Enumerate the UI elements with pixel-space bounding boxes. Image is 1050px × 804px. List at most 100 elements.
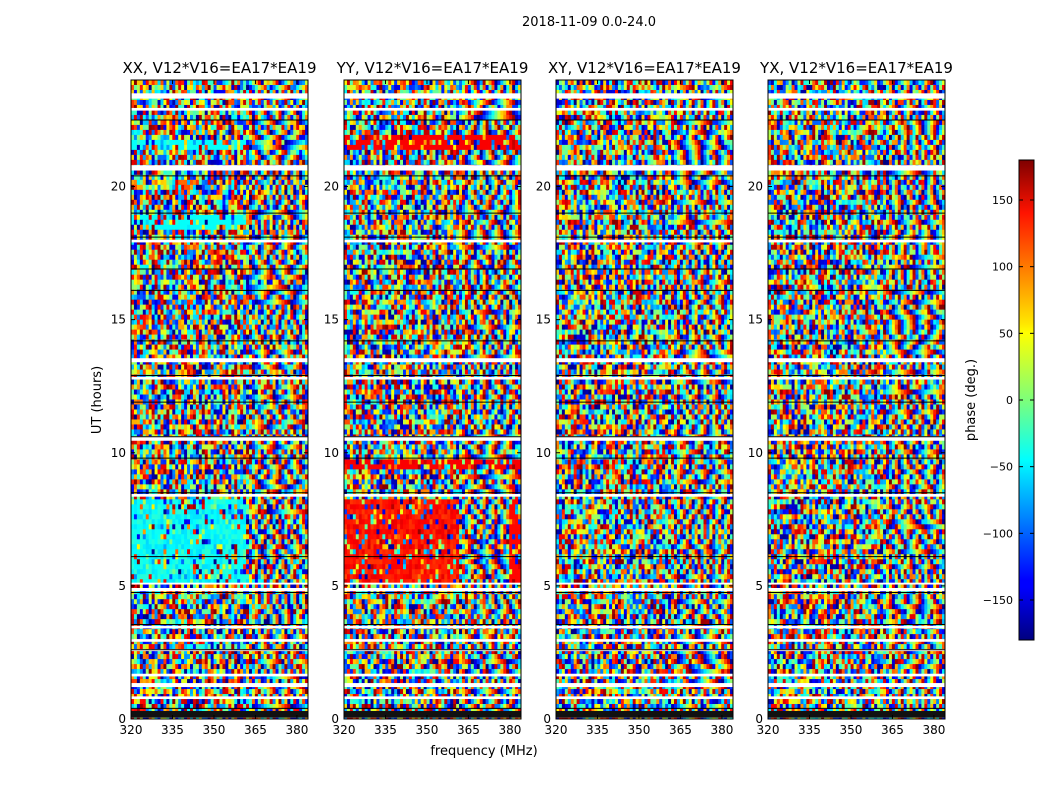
flagged-band [556,494,733,497]
y-tick-label: 10 [111,446,126,460]
y-tick-label: 5 [755,579,763,593]
flagged-band [131,583,308,585]
x-tick-label: 380 [285,723,308,737]
y-tick-label: 15 [324,313,339,327]
y-tick-label: 10 [324,446,339,460]
colorbar-tick-label: 150 [992,194,1013,207]
y-tick-label: 0 [543,712,551,726]
flagged-band [556,626,733,629]
flagged-band [556,683,733,687]
y-tick-label: 15 [536,313,551,327]
flagged-band [556,165,733,170]
flagged-band [344,626,521,629]
x-tick-label: 335 [161,723,184,737]
flagged-band [131,683,308,687]
flagged-band [131,165,308,170]
flagged-band [344,165,521,170]
flagged-band [131,358,308,362]
flagged-band [556,108,733,111]
y-tick-label: 20 [748,180,763,194]
x-tick-label: 380 [922,723,945,737]
flagged-band [344,240,521,243]
flagged-band [344,639,521,642]
colorbar-tick-label: 0 [1006,394,1013,407]
flagged-band [556,93,733,98]
colorbar-tick-label: 100 [992,261,1013,274]
colorbar-tick-label: −50 [990,461,1013,474]
flagged-band [556,588,733,591]
x-tick-label: 335 [586,723,609,737]
x-tick-label: 350 [203,723,226,737]
flagged-band [131,240,308,243]
x-tick-label: 380 [710,723,733,737]
y-tick-label: 0 [755,712,763,726]
flagged-band [768,240,945,243]
phase-image [768,80,945,719]
flagged-band [344,674,521,677]
panel-title: YX, V12*V16=EA17*EA19 [759,59,953,77]
x-tick-label: 365 [457,723,480,737]
colorbar-tick-label: 50 [999,327,1013,340]
flagged-band [556,583,733,585]
flagged-band [344,494,521,497]
flagged-band [344,588,521,591]
colorbar-tick-label: −150 [983,594,1013,607]
y-tick-label: 10 [536,446,551,460]
flagged-band [556,377,733,380]
x-tick-label: 335 [374,723,397,737]
flagged-band [131,639,308,642]
flagged-band [556,639,733,642]
colorbar-tick-label: −100 [983,527,1013,540]
flagged-band [344,377,521,380]
phase-image [556,80,733,719]
flagged-band [768,494,945,497]
flagged-band [768,358,945,362]
y-axis-label: UT (hours) [90,366,105,434]
flagged-band [131,674,308,677]
panel-title: XX, V12*V16=EA17*EA19 [122,59,316,77]
x-tick-label: 380 [498,723,521,737]
flagged-band [344,93,521,98]
x-axis-label: frequency (MHz) [430,744,537,759]
flagged-band [344,696,521,699]
flagged-band [768,583,945,585]
flagged-band [556,696,733,699]
flagged-band [131,588,308,591]
panel-title: YY, V12*V16=EA17*EA19 [336,59,529,77]
y-tick-label: 0 [118,712,126,726]
flagged-band [131,108,308,111]
x-tick-label: 350 [840,723,863,737]
flagged-band [768,165,945,170]
y-tick-label: 20 [111,180,126,194]
flagged-band [768,588,945,591]
y-tick-label: 20 [324,180,339,194]
dark-band [768,711,945,718]
flagged-band [131,93,308,98]
y-tick-label: 5 [331,579,339,593]
flagged-band [131,626,308,629]
colorbar: −150 −100 −50 0 50 100 150 phase (deg.) [964,160,1034,640]
flagged-band [768,93,945,98]
flagged-band [131,494,308,497]
flagged-band [768,674,945,677]
flagged-band [768,626,945,629]
y-tick-label: 5 [543,579,551,593]
dark-band [131,711,308,718]
phase-image [131,80,308,719]
y-tick-label: 10 [748,446,763,460]
x-tick-label: 350 [416,723,439,737]
colorbar-label: phase (deg.) [964,359,979,441]
x-tick-label: 365 [244,723,267,737]
panel-title: XY, V12*V16=EA17*EA19 [548,59,741,77]
x-tick-label: 350 [628,723,651,737]
flagged-band [556,674,733,677]
flagged-band [344,583,521,585]
flagged-band [344,683,521,687]
y-tick-label: 0 [331,712,339,726]
flagged-band [344,358,521,362]
